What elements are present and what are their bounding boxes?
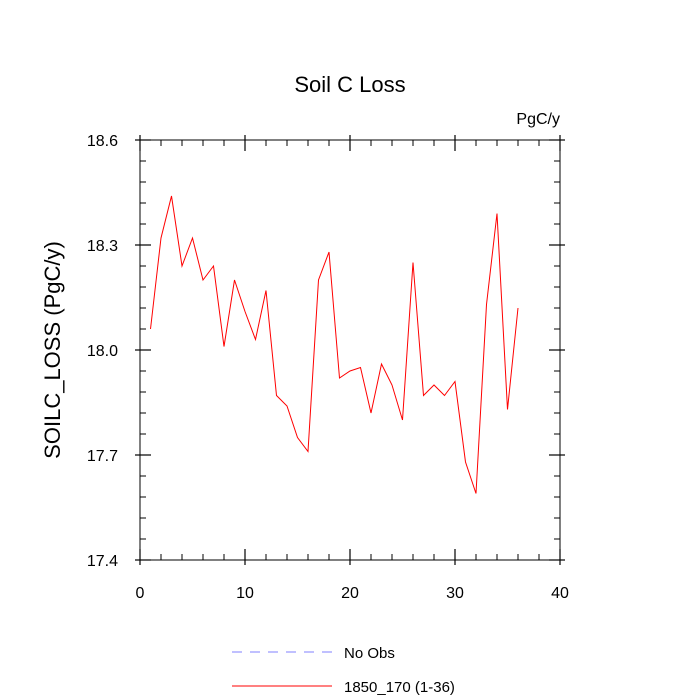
y-tick-label: 17.7 [87, 448, 118, 465]
chart-title: Soil C Loss [294, 72, 405, 97]
y-tick-label: 17.4 [87, 553, 118, 570]
x-tick-label: 30 [446, 585, 464, 602]
y-axis-label: SOILC_LOSS (PgC/y) [40, 241, 65, 459]
x-tick-label: 40 [551, 585, 569, 602]
units-label: PgC/y [516, 111, 560, 128]
x-tick-label: 10 [236, 585, 254, 602]
y-tick-label: 18.6 [87, 133, 118, 150]
legend-label: No Obs [344, 645, 395, 662]
legend: No Obs 1850_170 (1-36) [232, 645, 455, 696]
x-tick-label: 0 [136, 585, 145, 602]
y-tick-label: 18.0 [87, 343, 118, 360]
y-tick-label: 18.3 [87, 238, 118, 255]
legend-label: 1850_170 (1-36) [344, 679, 455, 696]
plot-frame [139, 139, 561, 561]
tick-labels: 0 10 20 30 40 17.4 17.7 18.0 18.3 18.6 [87, 133, 569, 602]
series-line [150, 195, 519, 494]
x-tick-label: 20 [341, 585, 359, 602]
axis-ticks [135, 135, 565, 565]
series-layer [150, 195, 519, 494]
